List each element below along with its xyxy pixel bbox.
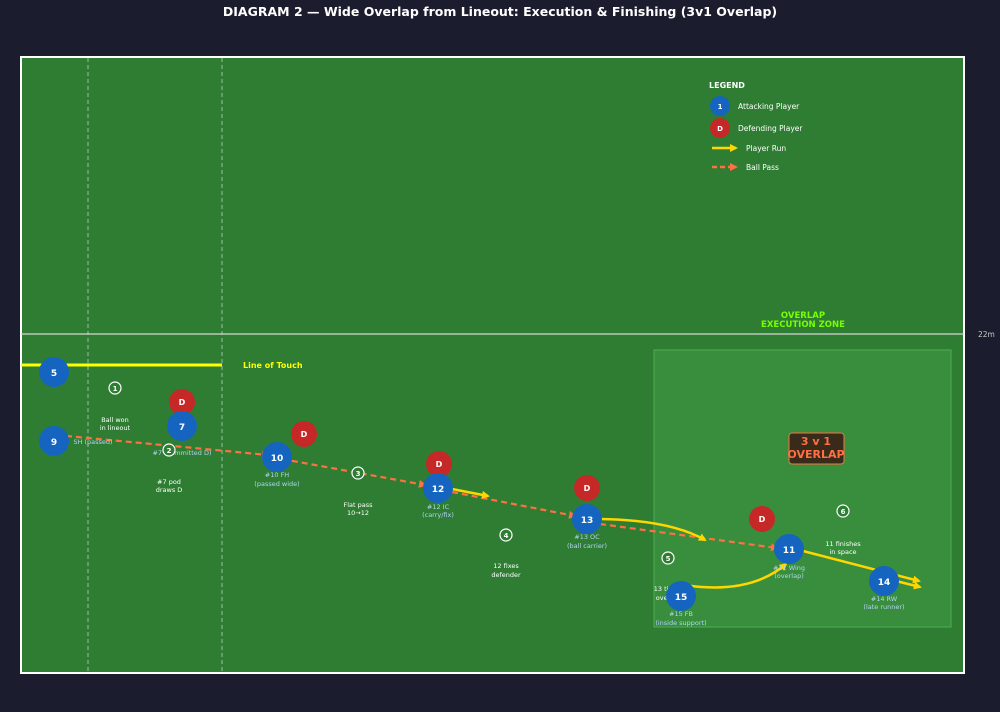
step-6-note-line1: 11 finishes [825,540,861,548]
step-3-note-line1: Flat pass [343,501,373,509]
step-2-note-line1: #7 pod [157,478,181,486]
player-13-role: #13 OC [574,533,600,541]
player-14-role-detail: (late runner) [863,603,904,611]
diagram-title: DIAGRAM 2 — Wide Overlap from Lineout: E… [222,4,778,19]
legend-title: LEGEND [709,81,745,90]
run-11 [802,549,921,584]
step-3-number: 3 [356,470,361,478]
zone-label-line2: EXECUTION ZONE [761,320,845,330]
legend-defender-label: Defending Player [738,124,803,133]
legend-defender-icon [710,118,730,138]
step-5-marker [661,551,675,565]
player-10-number: 10 [271,454,284,464]
defender-5 [749,506,775,532]
step-2-note-line2: draws D [156,486,183,494]
step-2-marker [162,443,176,457]
player-9 [39,426,69,456]
player-14-number: 14 [878,578,891,588]
step-4-marker [499,528,513,542]
step-1-number: 1 [113,385,118,393]
overlap-callout-box [788,432,845,465]
player-7-role: #7 (committed D) [152,449,211,457]
player-12 [423,473,453,503]
step-3-marker [351,466,365,480]
step-4-note-line2: defender [491,571,521,579]
step-6-note-line2: in space [829,548,856,556]
player-12-role-detail: (carry/fix) [422,511,454,519]
player-14 [869,566,899,596]
defender-3 [426,451,452,477]
player-14-role: #14 RW [871,595,898,603]
legend-run-label: Player Run [746,144,786,153]
player-10-role: #10 FH [265,471,290,479]
player-15-role-detail: (inside support) [655,619,706,627]
pass-9-to-10 [55,433,270,459]
player-7-number: 7 [179,423,185,433]
player-7 [167,411,197,441]
player-11-number: 11 [783,546,796,556]
player-9-number: 9 [51,438,57,448]
line-of-touch-label: Line of Touch [243,361,303,370]
player-13 [572,504,602,534]
player-5-number: 5 [51,369,57,379]
run-13 [599,517,707,542]
step-4-note-line1: 12 fixes [493,562,519,570]
player-13-role-detail: (ball carrier) [567,542,607,550]
legend-pass-label: Ball Pass [746,163,779,172]
step-5-number: 5 [666,555,671,563]
step-1-note-line2: in lineout [100,424,131,432]
legend-attacker-icon [710,96,730,116]
step-6-number: 6 [841,508,846,516]
zone-label-line1: OVERLAP [781,311,825,321]
legend-attacker-symbol: 1 [718,103,723,111]
step-1-note-line1: Ball won [101,416,129,424]
player-13-number: 13 [581,516,594,526]
player-15 [666,581,696,611]
step-1-marker [108,381,122,395]
attacker-sub-labels: SH (passed) #7 (committed D) #10 FH (pas… [73,438,904,627]
legend-attacker-label: Attacking Player [738,102,800,111]
player-11-role: #11 Wing [773,564,805,572]
overlap-execution-zone [653,349,952,628]
player-15-number: 15 [675,593,688,603]
player-12-number: 12 [432,485,445,495]
defenders: D D D D D [169,389,775,532]
step-4-number: 4 [504,532,509,540]
legend: LEGEND 1 Attacking Player D Defending Pl… [709,81,803,172]
defender-2-label: D [301,430,308,439]
step-markers: 1 2 3 4 5 6 [108,381,850,565]
run-12 [451,487,490,499]
attackers: 5 9 7 10 12 13 15 11 14 [39,357,899,611]
defender-5-label: D [759,515,766,524]
defender-4 [574,475,600,501]
defender-4-label: D [584,484,591,493]
player-11-role-detail: (overlap) [774,572,803,580]
overlap-callout-line1: 3 v 1 [801,435,831,448]
step-2-number: 2 [167,447,172,455]
defender-1-label: D [179,398,186,407]
pass-12-to-13 [451,490,577,519]
player-9-role: SH (passed) [73,438,112,446]
defender-1 [169,389,195,415]
player-10-role-detail: (passed wide) [254,480,299,488]
step-3-note-line2: 10→12 [347,509,369,517]
defender-3-label: D [436,460,443,469]
player-11 [774,534,804,564]
defender-2 [291,421,317,447]
player-10 [262,442,292,472]
player-5 [39,357,69,387]
step-6-marker [836,504,850,518]
player-12-role: #12 IC [427,503,450,511]
player-15-role: #15 FB [669,610,693,618]
run-15 [683,562,788,589]
legend-defender-symbol: D [717,125,723,133]
twenty-two-meter-label: 22m [978,330,995,339]
overlap-callout-line2: OVERLAP [787,448,844,461]
